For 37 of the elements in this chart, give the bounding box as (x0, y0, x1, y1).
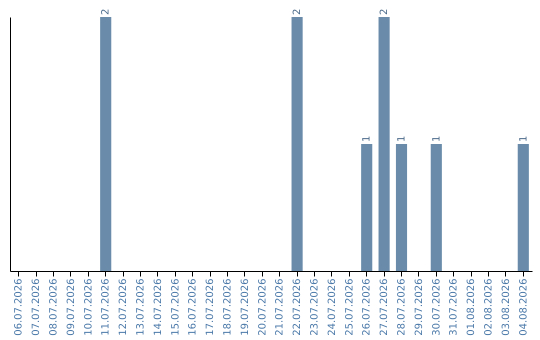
x-tick-label: 10.07.2026 (83, 278, 94, 336)
x-tick-label: 01.08.2026 (466, 278, 478, 336)
x-tick-label: 16.07.2026 (188, 278, 199, 336)
x-tick-label: 22.07.2026 (292, 278, 304, 336)
x-tick-label: 15.07.2026 (170, 278, 182, 336)
x-tick-label: 08.07.2026 (48, 278, 60, 336)
x-tick-label: 13.07.2026 (136, 278, 146, 336)
x-tick-label: 07.07.2026 (31, 278, 42, 336)
x-tick-label: 11.07.2026 (100, 278, 112, 336)
x-tick-label: 12.07.2026 (118, 278, 130, 336)
x-tick-label: 02.08.2026 (484, 278, 494, 336)
x-tick-label: 17.07.2026 (205, 278, 216, 336)
x-tick-label: 14.07.2026 (152, 278, 164, 336)
x-tick-label: 20.07.2026 (257, 278, 268, 336)
data-label: 2 (292, 8, 304, 15)
data-label: 2 (379, 8, 390, 15)
x-tick-label: 21.07.2026 (274, 278, 286, 336)
data-label: 1 (431, 136, 442, 142)
x-tick-label: 18.07.2026 (222, 278, 234, 336)
x-tick-label: 24.07.2026 (326, 278, 338, 336)
x-tick-label: 04.08.2026 (518, 278, 530, 336)
x-tick-label: 23.07.2026 (310, 278, 320, 336)
x-tick-label: 09.07.2026 (66, 278, 77, 336)
data-label: 1 (362, 136, 373, 142)
x-tick-label: 28.07.2026 (396, 278, 408, 336)
x-tick-label: 31.07.2026 (448, 278, 460, 336)
x-tick-label: 29.07.2026 (414, 278, 425, 336)
data-label: 2 (100, 8, 112, 15)
data-label: 1 (518, 136, 530, 142)
x-tick-label: 03.08.2026 (500, 278, 512, 336)
x-tick-label: 25.07.2026 (344, 278, 356, 336)
x-tick-label: 27.07.2026 (379, 278, 390, 336)
x-tick-label: 19.07.2026 (240, 278, 251, 336)
x-tick-label: 26.07.2026 (362, 278, 373, 336)
data-label: 1 (396, 136, 408, 142)
x-tick-label: 06.07.2026 (14, 278, 25, 336)
x-tick-label: 30.07.2026 (431, 278, 442, 336)
